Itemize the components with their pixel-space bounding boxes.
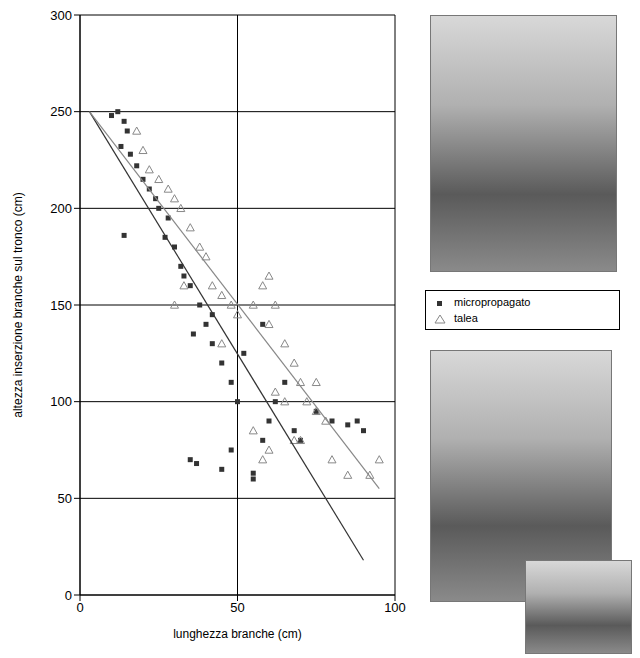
svg-text:300: 300: [50, 8, 72, 23]
svg-text:250: 250: [50, 104, 72, 119]
svg-text:0: 0: [65, 588, 72, 603]
html-text:talea: talea: [454, 312, 478, 324]
svg-text:200: 200: [50, 201, 72, 216]
svg-text:0: 0: [76, 600, 83, 615]
html-text:micropropagato: micropropagato: [454, 296, 531, 308]
svg-text:lunghezza branche (cm): lunghezza branche (cm): [173, 627, 302, 641]
svg-text:50: 50: [58, 491, 72, 506]
svg-text:100: 100: [384, 600, 406, 615]
svg-text:50: 50: [230, 600, 244, 615]
svg-text:altezza inserzione branche sul: altezza inserzione branche sul tronco (c…: [11, 192, 25, 417]
svg-text:150: 150: [50, 298, 72, 313]
svg-text:100: 100: [50, 394, 72, 409]
